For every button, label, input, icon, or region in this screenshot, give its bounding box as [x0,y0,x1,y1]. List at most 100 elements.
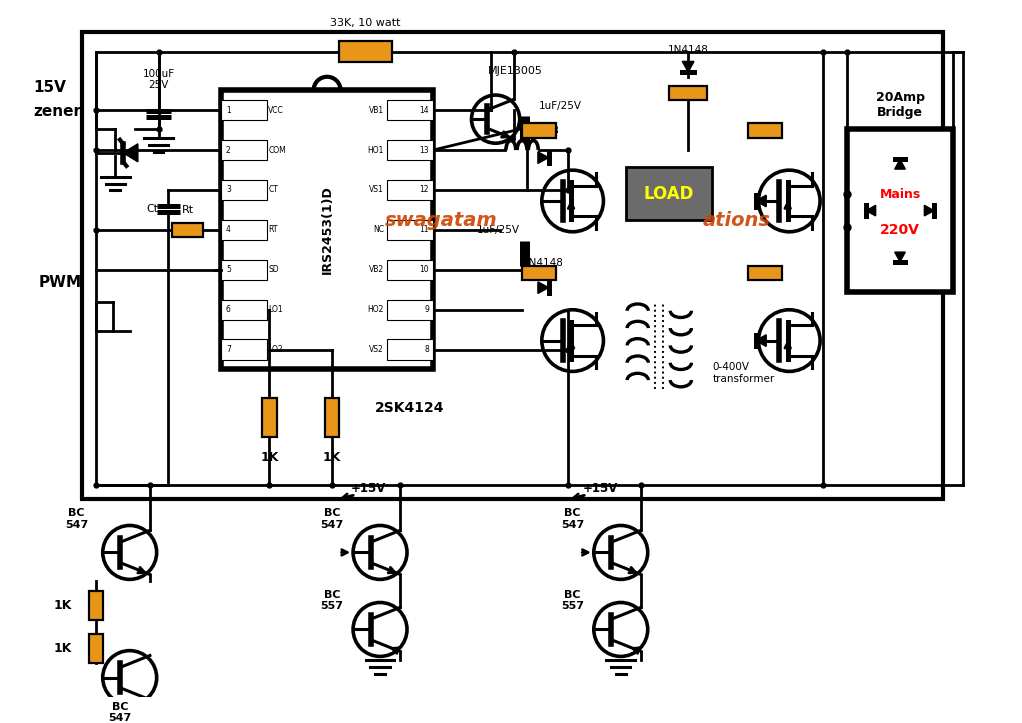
Bar [221,220,268,240]
Text: 2SK4124: 2SK4124 [375,401,445,415]
Text: VB1: VB1 [369,106,384,115]
Text: +15V: +15V [352,482,386,495]
Polygon shape [866,205,876,216]
Bar [748,266,782,281]
Text: BC
557: BC 557 [321,590,343,612]
Bar [221,260,268,280]
Text: 220V: 220V [880,223,920,237]
Text: BC
547: BC 547 [561,508,585,529]
Polygon shape [894,252,905,262]
Bar [386,220,433,240]
Text: 1K: 1K [53,642,72,655]
Text: RT: RT [269,226,278,234]
Text: 33: 33 [681,88,696,98]
Bar [748,124,782,138]
Bar [221,140,268,161]
Text: VCC: VCC [269,106,284,115]
Bar [82,33,943,500]
Text: VB2: VB2 [369,265,384,274]
Text: VS1: VS1 [369,186,384,194]
Text: 5: 5 [226,265,231,274]
Text: 1uF/25V: 1uF/25V [476,225,519,235]
Text: LO2: LO2 [269,345,283,354]
Polygon shape [538,152,549,163]
Bar [386,260,433,280]
Text: 3: 3 [226,186,231,194]
Text: 2: 2 [226,145,231,155]
Text: 8: 8 [424,345,429,354]
Text: zener: zener [34,104,82,119]
Text: 14: 14 [419,106,429,115]
Bar [221,90,433,369]
Bar [172,223,203,236]
Text: 1: 1 [226,106,231,115]
Polygon shape [755,335,766,346]
Bar [386,180,433,200]
Text: LOAD: LOAD [644,185,694,202]
Text: 100uF
25V: 100uF 25V [142,69,175,90]
Text: 7: 7 [226,345,231,354]
Text: SD: SD [269,265,279,274]
Text: HO1: HO1 [368,145,384,155]
Bar [522,266,556,281]
Polygon shape [894,160,905,169]
Bar [386,100,433,120]
Bar [386,140,433,161]
Text: 12: 12 [420,186,429,194]
Bar [386,339,433,359]
Text: 15V: 15V [34,80,66,95]
Text: Ct: Ct [146,204,158,214]
Bar [669,86,707,100]
Bar [221,339,268,359]
Polygon shape [924,205,934,216]
Text: 33: 33 [531,126,547,136]
Text: 1K: 1K [53,599,72,612]
Text: 1K: 1K [261,451,279,464]
Polygon shape [538,282,549,294]
Text: HO2: HO2 [368,305,384,314]
Text: 20Amp
Bridge: 20Amp Bridge [876,91,925,119]
Text: 11: 11 [420,226,429,234]
Text: CT: CT [269,186,278,194]
Text: 33K, 10 watt: 33K, 10 watt [330,17,401,27]
Text: LO1: LO1 [269,305,283,314]
Text: MJE13005: MJE13005 [487,66,543,76]
Bar [221,299,268,320]
Text: swagatam: swagatam [385,210,498,230]
Bar [262,398,277,437]
Text: 1N4148: 1N4148 [523,258,564,268]
Bar [847,129,953,292]
Bar [339,41,392,62]
Polygon shape [683,61,694,72]
Polygon shape [124,144,138,162]
Text: IRS2453(1)D: IRS2453(1)D [321,186,333,274]
Bar [221,180,268,200]
Text: PWM: PWM [38,275,82,291]
Text: Mains: Mains [879,188,921,201]
Bar [386,299,433,320]
Text: 1N4148: 1N4148 [518,127,559,137]
Text: BC
547: BC 547 [320,508,343,529]
Text: 10: 10 [419,265,429,274]
Text: 33: 33 [757,126,773,136]
Polygon shape [755,195,766,207]
Text: 1K: 1K [323,451,341,464]
Text: Rt: Rt [182,205,193,215]
Text: NC: NC [373,226,384,234]
Text: 13: 13 [419,145,429,155]
Text: 1uF/25V: 1uF/25V [539,101,582,111]
Text: 33: 33 [757,268,773,278]
Text: 9: 9 [424,305,429,314]
Text: ations: ations [702,210,771,230]
Bar [89,634,103,663]
Text: BC
557: BC 557 [561,590,585,612]
Bar [325,398,339,437]
Text: BC
547: BC 547 [65,508,88,529]
Text: VS2: VS2 [369,345,384,354]
Bar [221,100,268,120]
Text: 4: 4 [226,226,231,234]
Text: COM: COM [269,145,286,155]
Text: 1N4148: 1N4148 [667,45,708,55]
Bar [89,591,103,620]
Text: +15V: +15V [583,482,617,495]
